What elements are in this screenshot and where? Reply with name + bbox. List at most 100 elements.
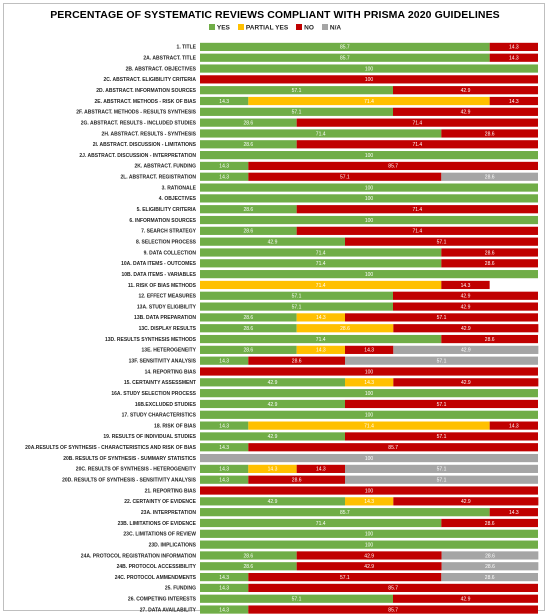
data-label: 42.9 [461,597,471,603]
data-label: 57.1 [292,304,302,310]
data-label: 14.3 [219,586,229,592]
data-label: 100 [365,272,374,278]
data-label: 85.7 [388,445,398,451]
bar-segment-yes [200,151,538,160]
bar-segment-yes [200,324,297,333]
bar-segment-yes [200,508,490,517]
bar-segment-no [393,302,538,311]
legend-label: NO [304,24,314,32]
data-label: 71.4 [316,250,326,256]
data-label: 14.3 [219,164,229,170]
bar-segment-yes [200,497,345,506]
bar-segment-no [200,75,538,84]
bar-segment-yes [200,129,442,138]
bar-segment-no [441,248,538,257]
bar-segment-partial-yes [296,345,345,354]
category-label: 10A. DATA ITEMS - OUTCOMES [121,261,197,267]
category-label: 7. SEARCH STRATEGY [141,229,197,235]
category-label: 2I. ABSTRACT. DISCUSSION - LIMITATIONS [93,142,197,148]
bar-segment-no [296,118,538,127]
data-label: 57.1 [437,358,447,364]
bar-segment-no [248,443,538,452]
data-label: 42.9 [461,499,471,505]
data-label: 100 [365,153,374,159]
data-label: 28.6 [243,564,253,570]
category-label: 24A. PROTOCOL REGISTRATION INFORMATION [81,553,197,559]
bar-segment-yes [200,183,538,192]
category-label: 20D. RESULTS OF SYNTHESIS - SENSITIVITY … [62,478,197,484]
bar-segment-partial-yes [345,497,394,506]
bar-segment-partial-yes [345,378,394,387]
data-label: 71.4 [316,283,326,289]
bar-segment-no [248,583,538,593]
category-label: 23B. LIMITATIONS OF EVIDENCE [118,521,197,527]
data-label: 28.6 [485,337,495,343]
data-label: 57.1 [292,294,302,300]
category-label: 23A. INTERPRETATION [141,510,196,516]
data-label: 100 [365,488,374,494]
category-label: 26. COMPETING INTERESTS [128,597,197,603]
data-label: 28.6 [243,553,253,559]
bar-segment-yes [200,518,442,528]
data-label: 14.3 [509,510,519,516]
data-label: 71.4 [316,131,326,137]
bar-segment-no [393,107,538,116]
data-label: 28.6 [292,358,302,364]
data-label: 14.3 [219,445,229,451]
category-label: 23C. LIMITATIONS OF REVIEW [123,532,196,538]
data-label: 57.1 [437,467,447,473]
data-label: 28.6 [485,131,495,137]
data-label: 14.3 [316,348,326,354]
bar-segment-partial-yes [248,421,490,430]
data-label: 28.6 [485,564,495,570]
legend-item-partial-yes: PARTIAL YES [237,24,288,32]
bar-segment-yes [200,205,297,214]
data-label: 71.4 [364,99,374,105]
bar-segment-no [489,96,538,106]
bar-segment-yes [200,96,249,106]
bar-segment-no [345,432,538,441]
bar-segment-n-a [441,551,539,560]
chart-legend: YES PARTIAL YES NO N/A [0,24,550,32]
category-label: 2A. ABSTRACT. TITLE [143,56,196,62]
data-label: 71.4 [316,261,326,267]
data-label: 14.3 [219,575,229,581]
data-label: 14.3 [316,315,326,321]
category-label: 13D. RESULTS SYNTHESIS METHODS [105,337,197,343]
data-label: 28.6 [243,315,253,321]
bar-segment-no [489,421,538,430]
data-label: 42.9 [268,499,278,505]
category-label: 14. REPORTING BIAS [145,369,197,375]
bar-segment-yes [200,594,393,603]
data-label: 28.6 [485,553,495,559]
legend-swatch [208,24,215,30]
data-label: 71.4 [412,207,422,213]
bar-segment-no [248,605,538,614]
bar-segment-yes [200,443,249,452]
data-label: 42.9 [461,326,471,332]
category-label: 20A.RESULTS OF SYNTHESIS - CHARACTERISTI… [25,445,197,451]
category-label: 9. DATA COLLECTION [144,250,197,256]
category-label: 2E. ABSTRACT. METHODS - RISK OF BIAS [95,99,197,105]
category-label: 15. CERTAINTY ASSESSMENT [124,380,196,386]
category-label: 13E. HETEROGENEITY [142,348,197,354]
category-label: 3. RATIONALE [162,185,197,191]
category-label: 4. OBJECTIVES [159,196,197,202]
legend-swatch [296,24,303,30]
data-label: 57.1 [340,175,350,181]
data-label: 100 [365,413,374,419]
bar-segment-yes [200,410,538,419]
category-label: 16A. STUDY SELECTION PROCESS [111,391,196,397]
bar-segment-yes [200,64,538,73]
data-label: 14.3 [509,423,519,429]
legend-label: N/A [329,24,342,32]
data-label: 28.6 [243,348,253,354]
data-label: 100 [365,185,374,191]
legend-label: YES [216,24,230,32]
bar-segment-no [248,475,345,484]
data-label: 28.6 [292,478,302,484]
category-label: 11. RISK OF BIAS METHODS [128,283,197,289]
bar-segment-no [489,508,538,517]
chart-title: PERCENTAGE OF SYSTEMATIC REVIEWS COMPLIA… [50,9,500,21]
category-label: 22. CERTAINTY OF EVIDENCE [124,499,196,505]
